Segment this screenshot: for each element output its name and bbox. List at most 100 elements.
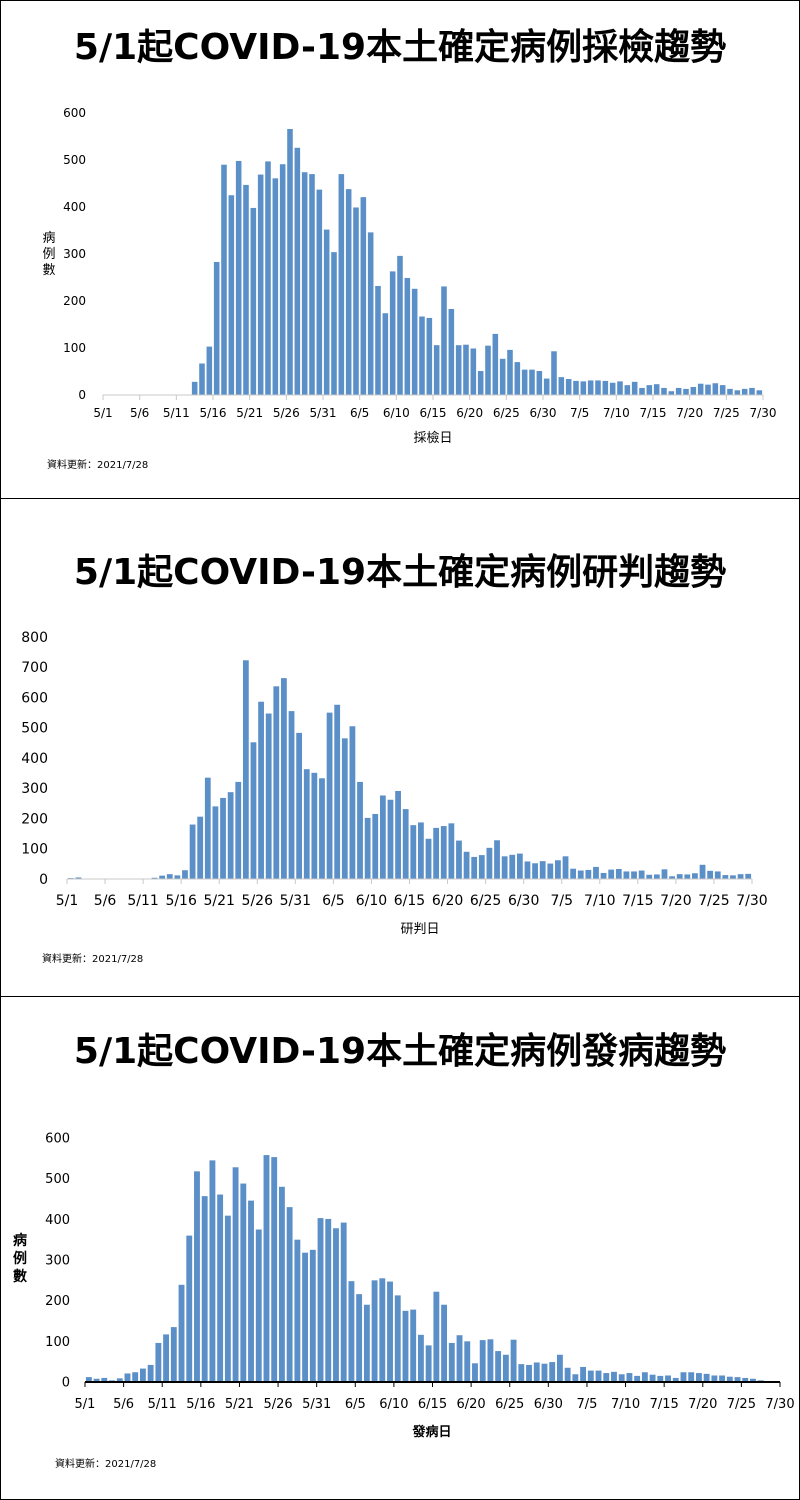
y-tick-label-2-4: 400: [45, 1213, 70, 1228]
chart-title-sampling: 5/1起COVID-19本土確定病例採檢趨勢: [73, 27, 727, 68]
bar-2-41: [402, 1310, 409, 1382]
bar-0-48: [455, 345, 462, 395]
bar-0-83: [712, 383, 719, 395]
bar-0-37: [375, 285, 381, 395]
y-tick-label-1-3: 300: [21, 781, 48, 797]
bar-0-68: [602, 380, 609, 395]
x-tick-label-2-5: 5/26: [263, 1397, 292, 1412]
bar-2-31: [325, 1218, 332, 1382]
bar-2-9: [155, 1342, 162, 1382]
y-tick-label-0-3: 300: [63, 247, 86, 261]
x-tick-label-1-7: 6/5: [322, 893, 345, 909]
bar-2-4: [116, 1378, 123, 1382]
y-tick-label-1-2: 200: [21, 811, 48, 827]
bar-0-18: [235, 160, 242, 395]
bar-2-30: [317, 1218, 324, 1382]
bar-0-15: [213, 261, 220, 395]
bar-1-72: [615, 869, 622, 879]
bar-2-34: [348, 1281, 355, 1382]
bar-2-55: [510, 1339, 517, 1382]
bar-1-59: [516, 853, 523, 879]
bar-1-88: [737, 874, 744, 879]
bar-1-76: [646, 874, 653, 879]
x-tick-label-1-2: 5/11: [127, 893, 158, 909]
bar-1-77: [653, 874, 660, 879]
update-note-sampling: 資料更新：2021/7/28: [47, 460, 149, 471]
x-tick-label-2-9: 6/15: [418, 1397, 447, 1412]
bar-2-43: [417, 1334, 424, 1382]
chart-title-onset: 5/1起COVID-19本土確定病例發病趨勢: [73, 1031, 727, 1072]
bar-2-51: [479, 1340, 486, 1382]
bar-2-70: [626, 1373, 633, 1382]
y-tick-label-1-1: 100: [21, 842, 48, 858]
bar-1-56: [494, 840, 500, 879]
bar-1-54: [478, 855, 485, 879]
bar-2-23: [263, 1155, 270, 1382]
bar-2-79: [695, 1373, 702, 1382]
x-tick-label-1-12: 6/30: [508, 893, 539, 909]
bar-0-65: [580, 381, 587, 395]
bar-2-20: [240, 1183, 247, 1382]
bar-0-78: [675, 387, 682, 395]
bar-1-47: [425, 838, 432, 879]
x-tick-label-0-8: 6/10: [383, 406, 410, 420]
y-tick-label-0-6: 600: [63, 106, 86, 120]
bar-2-46: [441, 1304, 448, 1382]
bar-0-74: [646, 385, 653, 395]
bar-2-76: [672, 1377, 679, 1382]
bar-1-45: [410, 825, 417, 879]
y-tick-label-2-6: 600: [45, 1132, 70, 1147]
x-tick-label-2-12: 6/30: [534, 1397, 563, 1412]
bar-1-30: [296, 732, 303, 879]
bar-0-50: [470, 348, 477, 395]
bar-2-71: [634, 1375, 641, 1382]
bar-0-51: [477, 371, 484, 395]
bar-2-28: [302, 1252, 309, 1382]
bar-1-38: [357, 781, 363, 879]
bar-1-18: [204, 777, 211, 879]
x-tick-label-0-13: 7/5: [570, 406, 589, 420]
bar-1-48: [433, 827, 440, 879]
bar-2-66: [595, 1370, 602, 1382]
x-tick-label-2-18: 7/30: [765, 1397, 794, 1412]
bar-0-53: [492, 333, 499, 395]
bar-1-25: [258, 701, 264, 879]
bar-0-38: [382, 313, 389, 395]
bar-0-30: [323, 229, 330, 395]
bar-1-67: [577, 870, 584, 879]
x-tick-label-2-7: 6/5: [345, 1397, 366, 1412]
bar-1-12: [159, 875, 166, 879]
bar-1-17: [197, 816, 204, 879]
bar-2-50: [472, 1363, 478, 1382]
bar-1-66: [570, 868, 577, 879]
bar-1-81: [684, 874, 691, 879]
bar-0-13: [199, 363, 205, 395]
bar-2-83: [726, 1376, 733, 1382]
bar-2-44: [425, 1345, 432, 1382]
bar-1-21: [227, 792, 234, 879]
y-tick-label-0-2: 200: [63, 294, 86, 308]
x-tick-label-2-3: 5/16: [186, 1397, 215, 1412]
bar-0-28: [309, 174, 315, 395]
y-tick-label-1-4: 400: [21, 751, 48, 767]
bar-2-84: [734, 1377, 741, 1382]
x-tick-label-2-1: 5/6: [113, 1397, 134, 1412]
bar-0-54: [499, 358, 506, 395]
x-tick-label-1-4: 5/21: [203, 893, 234, 909]
y-tick-label-0-1: 100: [63, 341, 86, 355]
y-tick-label-1-0: 0: [39, 872, 48, 888]
bar-2-77: [680, 1372, 687, 1382]
bar-0-72: [631, 381, 638, 395]
bar-0-43: [419, 316, 425, 395]
bar-0-82: [705, 384, 711, 395]
y-tick-label-2-1: 100: [45, 1335, 70, 1350]
bar-2-74: [657, 1375, 664, 1382]
bar-0-40: [397, 255, 403, 395]
bar-1-58: [509, 854, 516, 879]
x-tick-label-0-5: 5/26: [273, 406, 300, 420]
x-tick-label-1-8: 6/10: [356, 893, 387, 909]
x-tick-label-1-17: 7/25: [698, 893, 729, 909]
x-tick-label-2-15: 7/15: [650, 1397, 679, 1412]
x-tick-label-0-11: 6/25: [493, 406, 520, 420]
y-tick-label-1-7: 700: [21, 660, 48, 676]
